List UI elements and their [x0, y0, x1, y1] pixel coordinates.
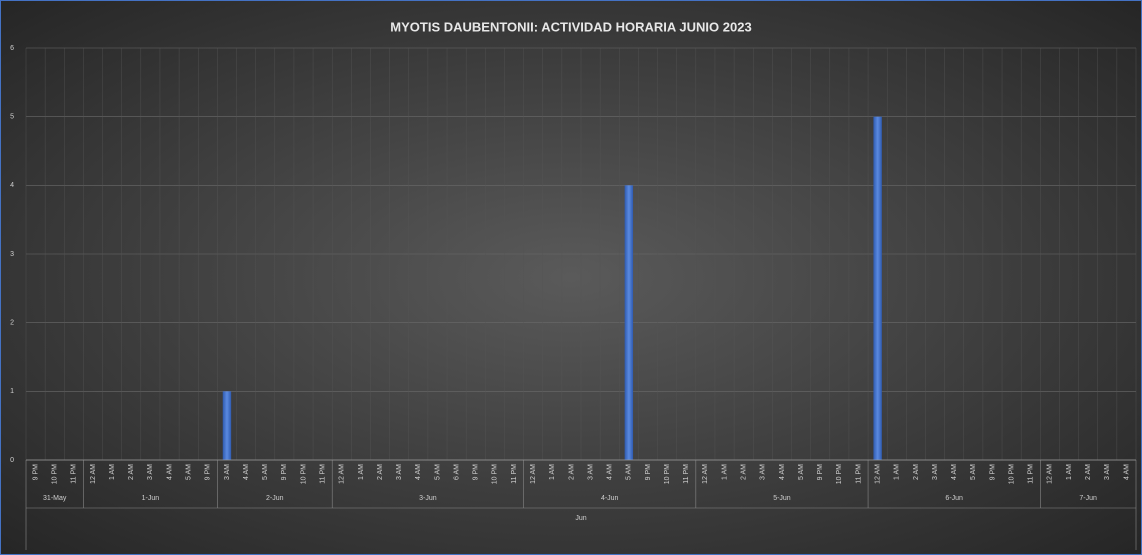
x-tick-label: 9 PM [281, 464, 288, 481]
x-tick-label: 2 AM [741, 464, 748, 480]
x-tick-label: 10 PM [664, 464, 671, 484]
group-label: 1-Jun [142, 495, 160, 502]
x-tick-label: 3 AM [760, 464, 767, 480]
outer-group-label: Jun [575, 515, 586, 522]
x-tick-label: 12 AM [90, 464, 97, 484]
y-tick-label: 2 [10, 320, 14, 327]
x-tick-label: 9 PM [989, 464, 996, 481]
x-tick-label: 12 AM [874, 464, 881, 484]
x-tick-label: 2 AM [377, 464, 384, 480]
y-tick-label: 3 [10, 251, 14, 258]
x-tick-label: 1 AM [1066, 464, 1073, 480]
x-tick-label: 10 PM [836, 464, 843, 484]
x-tick-label: 1 AM [894, 464, 901, 480]
x-tick-label: 2 AM [568, 464, 575, 480]
y-tick-label: 0 [10, 457, 14, 464]
x-tick-label: 4 AM [166, 464, 173, 480]
x-tick-label: 9 PM [205, 464, 212, 481]
group-label: 2-Jun [266, 495, 284, 502]
x-tick-label: 5 AM [434, 464, 441, 480]
x-tick-label: 3 AM [932, 464, 939, 480]
x-tick-label: 10 PM [492, 464, 499, 484]
x-tick-label: 11 PM [855, 464, 862, 484]
x-tick-label: 9 PM [817, 464, 824, 481]
x-tick-label: 9 PM [473, 464, 480, 481]
x-tick-label: 2 AM [128, 464, 135, 480]
x-tick-label: 12 AM [702, 464, 709, 484]
group-label: 3-Jun [419, 495, 437, 502]
x-tick-label: 5 AM [262, 464, 269, 480]
x-tick-label: 4 AM [415, 464, 422, 480]
group-label: 4-Jun [601, 495, 619, 502]
x-tick-label: 9 PM [32, 464, 39, 481]
x-tick-label: 4 AM [779, 464, 786, 480]
x-tick-label: 11 PM [511, 464, 518, 484]
x-tick-label: 12 AM [1047, 464, 1054, 484]
y-tick-label: 5 [10, 114, 14, 121]
x-tick-label: 5 AM [798, 464, 805, 480]
x-tick-label: 2 AM [1085, 464, 1092, 480]
x-tick-label: 5 AM [626, 464, 633, 480]
y-tick-label: 4 [10, 182, 14, 189]
x-tick-label: 11 PM [1028, 464, 1035, 484]
x-tick-label: 2 AM [913, 464, 920, 480]
x-tick-label: 4 AM [1123, 464, 1130, 480]
group-label: 5-Jun [773, 495, 791, 502]
x-tick-label: 4 AM [243, 464, 250, 480]
x-tick-label: 12 AM [339, 464, 346, 484]
x-tick-label: 12 AM [530, 464, 537, 484]
y-tick-label: 6 [10, 45, 14, 52]
bar [873, 116, 882, 461]
chart-title: MYOTIS DAUBENTONII: ACTIVIDAD HORARIA JU… [390, 19, 751, 34]
x-tick-label: 10 PM [300, 464, 307, 484]
x-tick-label: 10 PM [52, 464, 59, 484]
x-tick-label: 3 AM [224, 464, 231, 480]
x-tick-label: 9 PM [645, 464, 652, 481]
x-tick-label: 1 AM [549, 464, 556, 480]
group-label: 7-Jun [1079, 495, 1097, 502]
x-tick-label: 11 PM [71, 464, 78, 484]
x-tick-label: 3 AM [587, 464, 594, 480]
x-tick-label: 5 AM [186, 464, 193, 480]
x-tick-label: 3 AM [1104, 464, 1111, 480]
x-tick-label: 3 AM [147, 464, 154, 480]
x-tick-label: 5 AM [970, 464, 977, 480]
x-tick-label: 4 AM [951, 464, 958, 480]
bar [222, 391, 232, 460]
x-tick-label: 10 PM [1008, 464, 1015, 484]
x-tick-label: 11 PM [683, 464, 690, 484]
x-tick-label: 11 PM [319, 464, 326, 484]
group-label: 31-May [43, 495, 67, 502]
x-tick-label: 1 AM [721, 464, 728, 480]
bar [624, 185, 634, 461]
group-label: 6-Jun [945, 495, 963, 502]
x-tick-label: 6 AM [453, 464, 460, 480]
x-tick-label: 1 AM [109, 464, 116, 480]
x-tick-label: 3 AM [396, 464, 403, 480]
x-tick-label: 1 AM [358, 464, 365, 480]
y-tick-label: 1 [10, 388, 14, 395]
x-tick-label: 4 AM [607, 464, 614, 480]
